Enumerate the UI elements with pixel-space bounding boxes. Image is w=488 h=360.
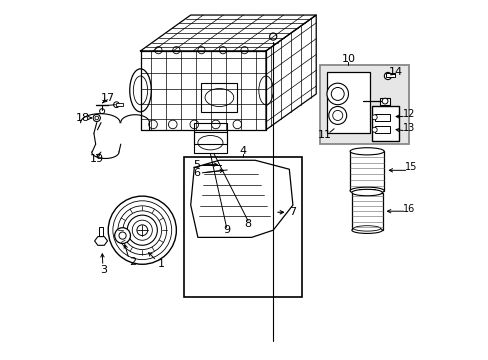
Circle shape — [113, 102, 119, 108]
Text: 8: 8 — [244, 219, 251, 229]
Bar — [351, 193, 382, 230]
Circle shape — [330, 87, 344, 100]
Text: 3: 3 — [100, 265, 107, 275]
Text: 13: 13 — [402, 123, 414, 133]
Circle shape — [326, 83, 348, 105]
Ellipse shape — [349, 148, 384, 155]
Circle shape — [137, 225, 147, 235]
Ellipse shape — [353, 226, 380, 231]
Text: 17: 17 — [100, 93, 114, 103]
Circle shape — [332, 111, 342, 121]
Text: 5: 5 — [193, 159, 200, 170]
Text: 14: 14 — [388, 67, 402, 77]
Ellipse shape — [351, 227, 382, 233]
Bar — [379, 98, 389, 105]
Bar — [222, 161, 227, 166]
Polygon shape — [265, 15, 316, 130]
Circle shape — [172, 46, 180, 54]
Bar — [326, 72, 369, 134]
Text: 12: 12 — [402, 109, 414, 119]
Bar — [371, 107, 398, 140]
Bar — [228, 160, 234, 165]
Bar — [99, 227, 103, 236]
Bar — [375, 126, 389, 134]
Text: 7: 7 — [289, 207, 296, 217]
Circle shape — [241, 46, 247, 54]
Bar — [194, 132, 226, 153]
Bar — [183, 157, 301, 297]
Text: 11: 11 — [318, 130, 331, 140]
Text: 9: 9 — [223, 225, 230, 235]
Text: 4: 4 — [239, 146, 246, 156]
Polygon shape — [140, 51, 265, 130]
Text: 16: 16 — [403, 204, 415, 214]
Ellipse shape — [351, 189, 382, 196]
Bar — [116, 103, 122, 106]
Bar — [359, 189, 375, 194]
Ellipse shape — [349, 187, 384, 194]
Text: 10: 10 — [341, 54, 355, 64]
Bar — [349, 151, 384, 191]
Bar — [386, 73, 394, 77]
Bar — [319, 65, 408, 144]
Circle shape — [100, 109, 104, 114]
Circle shape — [269, 33, 276, 40]
Text: 15: 15 — [404, 162, 417, 172]
Bar — [375, 114, 389, 121]
Circle shape — [115, 228, 130, 243]
Polygon shape — [190, 160, 292, 237]
Text: 6: 6 — [193, 168, 200, 178]
Circle shape — [198, 46, 204, 54]
Circle shape — [119, 232, 126, 239]
Bar — [201, 83, 237, 112]
Circle shape — [384, 72, 391, 80]
Circle shape — [371, 127, 376, 132]
Text: 2: 2 — [129, 257, 136, 267]
Polygon shape — [94, 237, 107, 245]
Circle shape — [328, 107, 346, 125]
Circle shape — [93, 114, 100, 122]
Bar — [194, 123, 226, 144]
Circle shape — [108, 196, 176, 264]
Polygon shape — [140, 15, 316, 51]
Circle shape — [371, 115, 376, 120]
Text: 19: 19 — [89, 154, 103, 164]
Circle shape — [219, 46, 226, 54]
Text: 18: 18 — [75, 113, 89, 123]
Circle shape — [155, 46, 162, 54]
Text: 1: 1 — [158, 259, 164, 269]
Circle shape — [95, 116, 99, 120]
Circle shape — [382, 98, 387, 104]
